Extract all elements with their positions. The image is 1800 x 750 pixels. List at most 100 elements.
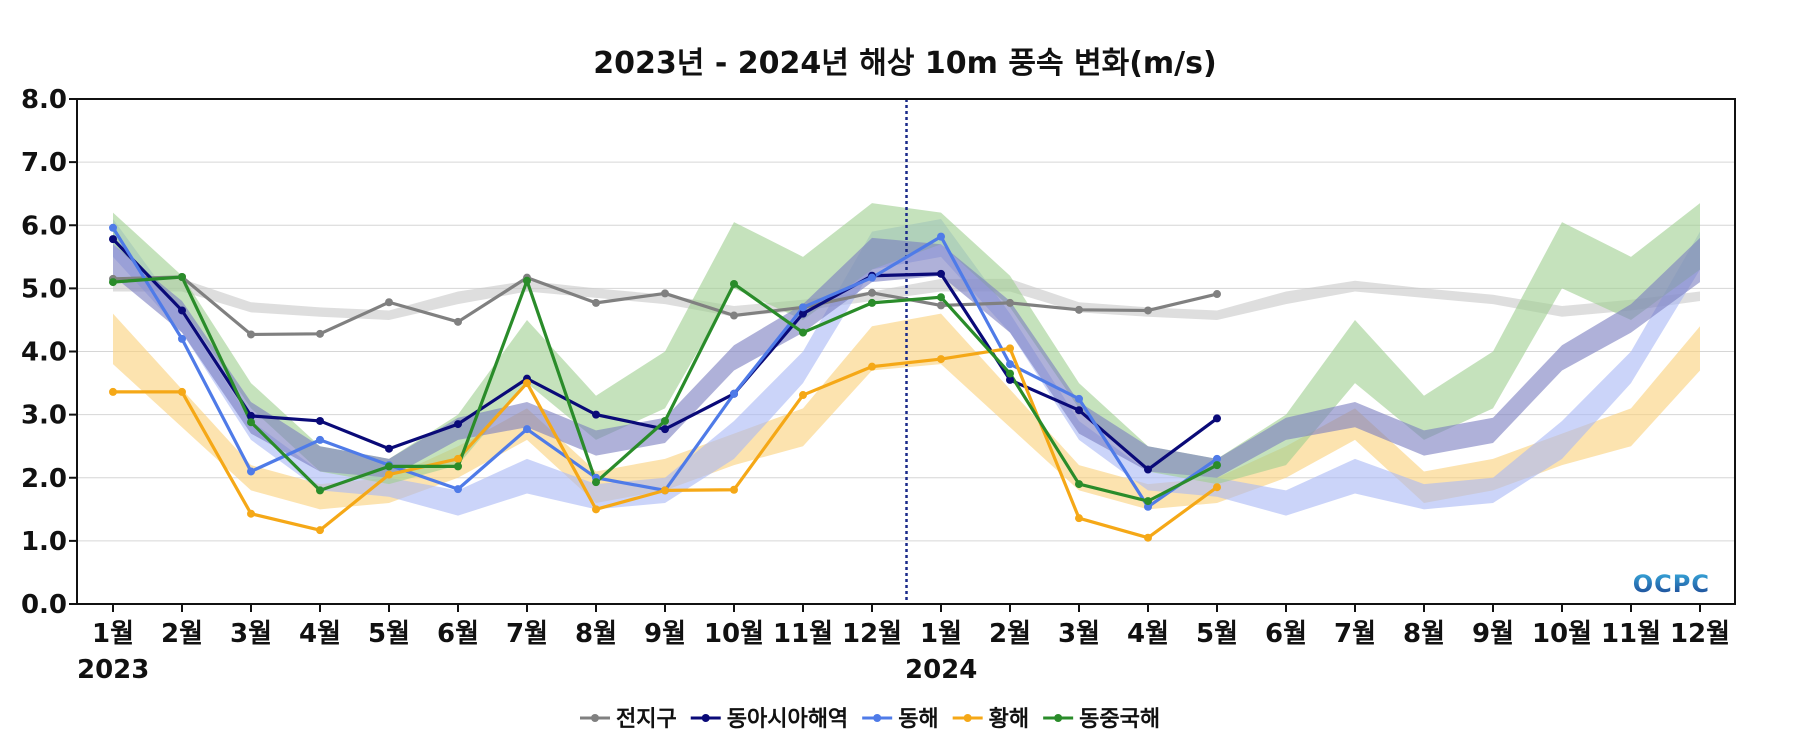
- data-point: [385, 444, 393, 453]
- data-point: [937, 269, 945, 278]
- data-point: [1213, 290, 1221, 299]
- data-point: [1006, 298, 1014, 307]
- data-point: [868, 298, 876, 307]
- data-point: [730, 311, 738, 320]
- data-point: [1075, 480, 1083, 489]
- legend-swatch-dot: [591, 714, 599, 722]
- data-point: [247, 330, 255, 339]
- data-point: [1006, 375, 1014, 384]
- data-point: [730, 389, 738, 398]
- data-point: [247, 418, 255, 427]
- data-point: [247, 509, 255, 518]
- y-axis-ticks: 0.0 1.0 2.0 3.0 4.0 5.0 6.0 7.0 8.0: [21, 85, 77, 620]
- data-point: [1144, 533, 1152, 542]
- x-tick-label: 11월: [773, 619, 833, 649]
- data-point: [1144, 306, 1152, 315]
- data-point: [799, 391, 807, 400]
- data-point: [385, 298, 393, 307]
- year-label: 2024: [905, 655, 977, 685]
- x-tick-label: 7월: [506, 619, 548, 649]
- x-tick-label: 8월: [1403, 619, 1445, 649]
- legend-swatch-dot: [963, 714, 972, 722]
- data-point: [592, 478, 600, 487]
- data-point: [178, 306, 186, 315]
- x-tick-label: 3월: [1058, 619, 1100, 649]
- data-point: [523, 425, 531, 434]
- x-tick-label: 10월: [1532, 619, 1592, 649]
- data-point: [247, 411, 255, 420]
- range-band: [113, 237, 1700, 478]
- y-tick-label: 1.0: [21, 527, 67, 557]
- data-point: [316, 435, 324, 444]
- x-tick-label: 3월: [230, 619, 272, 649]
- data-point: [1213, 461, 1221, 470]
- data-point: [730, 485, 738, 494]
- data-point: [316, 486, 324, 495]
- data-point: [661, 486, 669, 495]
- data-point: [592, 505, 600, 514]
- data-point: [592, 298, 600, 307]
- data-point: [937, 355, 945, 364]
- data-point: [109, 278, 117, 287]
- data-point: [1006, 360, 1014, 369]
- data-point: [937, 293, 945, 302]
- data-point: [937, 301, 945, 310]
- legend-label: 동해: [898, 707, 938, 732]
- legend-label: 전지구: [616, 707, 677, 732]
- y-tick-label: 0.0: [21, 590, 67, 620]
- data-point: [178, 273, 186, 282]
- data-point: [178, 387, 186, 396]
- y-tick-label: 4.0: [21, 338, 67, 368]
- y-tick-label: 3.0: [21, 401, 67, 431]
- data-point: [1075, 394, 1083, 403]
- data-point: [1144, 465, 1152, 474]
- data-point: [454, 462, 462, 471]
- y-tick-label: 6.0: [21, 211, 67, 241]
- x-tick-label: 4월: [299, 619, 341, 649]
- data-point: [178, 334, 186, 343]
- x-tick-label: 10월: [704, 619, 764, 649]
- data-point: [661, 416, 669, 425]
- data-point: [316, 329, 324, 338]
- x-tick-label: 12월: [842, 619, 902, 649]
- x-tick-label: 6월: [1265, 619, 1307, 649]
- data-point: [1213, 414, 1221, 423]
- data-point: [1144, 502, 1152, 511]
- data-point: [592, 410, 600, 419]
- x-tick-label: 1월: [920, 619, 962, 649]
- data-point: [661, 425, 669, 434]
- x-tick-label: 12월: [1670, 619, 1730, 649]
- data-point: [937, 232, 945, 241]
- data-point: [454, 317, 462, 326]
- ocpc-logo: OCPC: [1633, 570, 1710, 598]
- data-point: [1144, 497, 1152, 506]
- legend: 전지구 동아시아해역 동해 황해 동중국해: [580, 707, 1160, 732]
- series-points: [109, 223, 1221, 542]
- x-tick-label: 1월: [92, 619, 134, 649]
- data-point: [799, 328, 807, 337]
- legend-label: 동아시아해역: [727, 707, 848, 732]
- x-axis-ticks: 1월 2월 3월 4월 5월 6월 7월 8월 9월 10월 11월 12월 1월 2월 3월 4월 5월 6월 7…: [92, 604, 1730, 649]
- data-point: [868, 273, 876, 282]
- data-point: [799, 303, 807, 312]
- data-point: [454, 485, 462, 494]
- data-point: [1213, 483, 1221, 492]
- data-point: [316, 526, 324, 535]
- legend-label: 동중국해: [1079, 707, 1160, 732]
- data-point: [523, 379, 531, 388]
- data-point: [109, 387, 117, 396]
- data-point: [385, 462, 393, 471]
- legend-swatch-dot: [701, 714, 710, 722]
- x-tick-label: 9월: [644, 619, 686, 649]
- data-point: [385, 470, 393, 479]
- x-tick-label: 11월: [1601, 619, 1661, 649]
- data-point: [868, 362, 876, 371]
- data-point: [109, 235, 117, 244]
- x-tick-label: 4월: [1127, 619, 1169, 649]
- y-tick-label: 2.0: [21, 464, 67, 494]
- chart-title: 2023년 - 2024년 해상 10m 풍속 변화(m/s): [593, 46, 1216, 81]
- data-point: [316, 416, 324, 425]
- data-point: [247, 467, 255, 476]
- legend-label: 황해: [989, 707, 1029, 732]
